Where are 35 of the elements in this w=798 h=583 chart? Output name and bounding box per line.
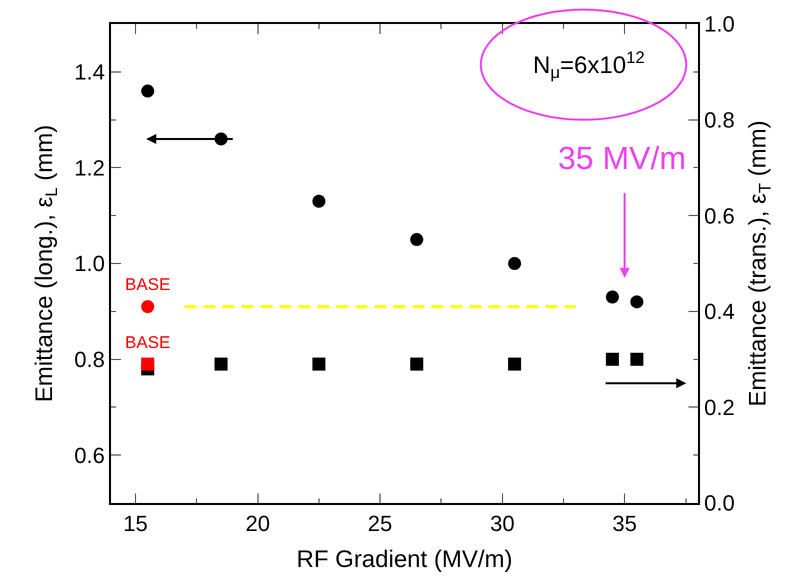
y-tick-label: 0.6 [74, 442, 105, 468]
point [312, 358, 326, 371]
point [141, 84, 154, 98]
point [141, 358, 154, 371]
point [508, 257, 522, 270]
y2-tick-label: 0.4 [704, 299, 735, 324]
annotation: N$_{μ}$=6x10$^{12}$ [533, 48, 645, 82]
annotation: BASE [125, 333, 170, 352]
point [141, 300, 154, 314]
x-tick-label: 30 [490, 511, 515, 536]
y-tick-label: 1.2 [74, 155, 105, 180]
y2-tick-label: 1.0 [704, 12, 735, 37]
point [630, 295, 644, 308]
y-tick-label: 0.8 [74, 347, 105, 372]
x-tick-label: 20 [246, 511, 270, 536]
point [410, 358, 424, 371]
point [312, 194, 326, 208]
annotation: BASE [125, 275, 170, 294]
y2-tick-label: 0.6 [704, 203, 735, 228]
y2-tick-label: 0.2 [704, 394, 735, 420]
annotation: 35 MV/m [558, 140, 686, 176]
y2-tick-label: 0.8 [704, 108, 735, 132]
point [606, 352, 619, 366]
x-axis-title: RF Gradient (MV/m) [296, 546, 513, 573]
x-tick-label: 35 [612, 511, 637, 536]
y-tick-label: 1.4 [74, 60, 105, 85]
point [410, 233, 424, 246]
point [214, 358, 228, 371]
x-tick-label: 25 [368, 511, 392, 536]
y2-tick-label: 0.0 [704, 490, 735, 516]
point [630, 352, 644, 366]
y-tick-label: 1.0 [74, 251, 105, 276]
x-tick-label: 15 [123, 511, 148, 536]
point [508, 358, 522, 371]
point [606, 290, 619, 304]
